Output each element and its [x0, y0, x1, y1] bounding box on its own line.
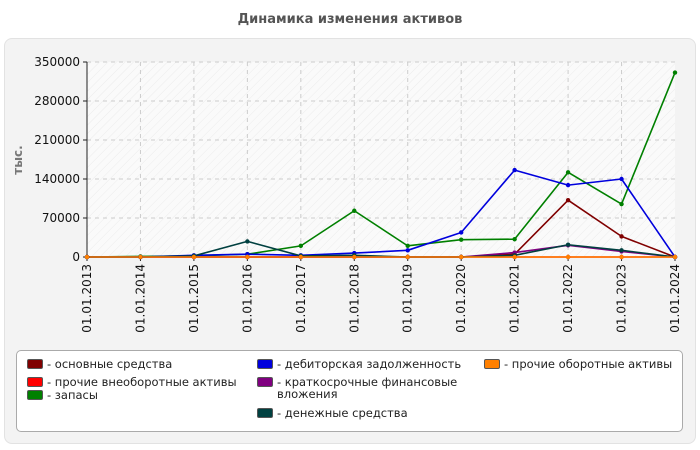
- data-point: [191, 254, 197, 260]
- legend-swatch: [27, 377, 43, 387]
- data-point: [245, 254, 250, 260]
- y-tick-label: 70000: [42, 211, 80, 225]
- data-point: [512, 236, 517, 242]
- legend-label: - основные средства: [47, 357, 173, 371]
- data-point: [619, 176, 624, 182]
- x-tick-label: 01.01.2018: [347, 264, 361, 333]
- legend-swatch: [257, 377, 273, 387]
- data-point: [405, 254, 410, 260]
- data-point: [512, 167, 517, 173]
- legend-swatch: [27, 359, 43, 369]
- y-tick-label: 350000: [34, 55, 80, 69]
- data-point: [245, 239, 250, 244]
- data-point: [619, 248, 624, 253]
- legend: - основные средства - прочие внеоборотные…: [16, 350, 683, 432]
- data-point: [565, 242, 571, 247]
- data-point: [352, 208, 357, 213]
- y-axis-label: тыс.: [11, 145, 25, 174]
- data-point: [405, 248, 410, 253]
- data-point: [565, 182, 571, 188]
- data-point: [672, 70, 678, 75]
- x-tick-label: 01.01.2017: [294, 264, 308, 333]
- y-tick-label: 210000: [34, 133, 80, 147]
- line-chart: 0 70000 140000 210000 280000 350000 01.01.201…: [11, 55, 682, 333]
- data-point: [565, 197, 571, 203]
- data-point: [405, 243, 410, 249]
- data-point: [619, 254, 624, 260]
- legend-label: - дебиторская задолженность: [277, 357, 462, 371]
- x-tick-labels: 01.01.2013 01.01.2014 01.01.2015 01.01.2016…: [80, 264, 682, 333]
- legend-swatch: [257, 359, 273, 369]
- data-point: [619, 234, 624, 239]
- legend-label: - прочие внеоборотные активы: [47, 375, 237, 389]
- chart-title: Динамика изменения активов: [237, 12, 463, 27]
- data-point: [672, 254, 678, 260]
- data-point: [298, 243, 304, 249]
- y-tick-label: 280000: [34, 94, 80, 108]
- x-tick-label: 01.01.2023: [615, 264, 629, 333]
- data-point: [84, 254, 90, 260]
- data-point: [138, 254, 143, 260]
- x-tick-label: 01.01.2013: [80, 264, 94, 333]
- plot-hatch: [87, 62, 675, 257]
- grid-lines: [87, 61, 675, 257]
- series-line: [87, 240, 676, 258]
- x-tick-label: 01.01.2015: [187, 264, 201, 333]
- x-tick-label: 01.01.2014: [133, 264, 147, 333]
- legend-swatch: [484, 359, 500, 369]
- series-markers: [84, 70, 678, 260]
- data-point: [458, 254, 464, 260]
- legend-label: - краткосрочные финансовые вложения: [277, 375, 458, 401]
- data-point: [352, 254, 357, 260]
- x-tick-label: 01.01.2022: [561, 264, 575, 333]
- y-tick-label: 140000: [34, 172, 80, 186]
- legend-label: - денежные средства: [277, 406, 408, 420]
- x-tick-label: 01.01.2016: [240, 264, 254, 333]
- data-point: [512, 254, 517, 260]
- legend-label: - запасы: [47, 388, 98, 402]
- data-point: [458, 230, 464, 235]
- legend-label: - прочие оборотные активы: [504, 357, 673, 371]
- legend-swatch: [257, 408, 273, 418]
- x-tick-label: 01.01.2020: [454, 264, 468, 333]
- y-tick-label: 0: [72, 250, 80, 264]
- x-tick-label: 01.01.2021: [508, 264, 522, 333]
- data-point: [565, 254, 571, 260]
- x-tick-label: 01.01.2019: [401, 264, 415, 333]
- data-point: [298, 254, 304, 260]
- data-point: [565, 170, 571, 175]
- series-lines: [86, 72, 676, 258]
- legend-swatch: [27, 390, 43, 400]
- y-tick-labels: 0 70000 140000 210000 280000 350000: [34, 55, 80, 264]
- x-tick-label: 01.01.2024: [668, 264, 682, 333]
- data-point: [458, 237, 464, 242]
- data-point: [619, 201, 624, 207]
